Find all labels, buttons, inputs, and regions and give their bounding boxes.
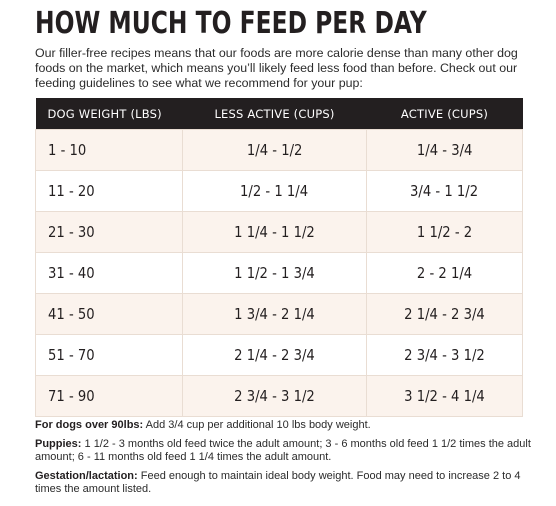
less-active-cell: 2 1/4 - 2 3/4 bbox=[182, 334, 367, 376]
note-gestation: Gestation/lactation: Feed enough to main… bbox=[35, 470, 535, 497]
less-active-value: 2 1/4 - 2 3/4 bbox=[234, 346, 315, 364]
less-active-cell: 1 3/4 - 2 1/4 bbox=[182, 293, 367, 335]
table-row: 21 - 30 1 1/4 - 1 1/2 1 1/2 - 2 bbox=[35, 211, 523, 253]
active-cell: 3 1/2 - 4 1/4 bbox=[366, 375, 523, 417]
less-active-value: 1 1/2 - 1 3/4 bbox=[234, 264, 315, 282]
header-active: ACTIVE (CUPS) bbox=[366, 98, 523, 130]
note-over-90lbs: For dogs over 90lbs: Add 3/4 cup per add… bbox=[35, 419, 535, 433]
weight-cell: 71 - 90 bbox=[35, 375, 183, 417]
table-header-row: DOG WEIGHT (LBS) LESS ACTIVE (CUPS) ACTI… bbox=[35, 98, 523, 130]
weight-cell: 21 - 30 bbox=[35, 211, 183, 253]
weight-value: 31 - 40 bbox=[48, 264, 95, 282]
table-row: 71 - 90 2 3/4 - 3 1/2 3 1/2 - 4 1/4 bbox=[35, 375, 523, 417]
header-less-active: LESS ACTIVE (CUPS) bbox=[182, 98, 367, 130]
active-value: 1 1/2 - 2 bbox=[416, 223, 473, 241]
active-cell: 1/4 - 3/4 bbox=[366, 129, 523, 171]
table-row: 1 - 10 1/4 - 1/2 1/4 - 3/4 bbox=[35, 129, 523, 171]
less-active-cell: 2 3/4 - 3 1/2 bbox=[182, 375, 367, 417]
active-value: 3/4 - 1 1/2 bbox=[410, 182, 479, 200]
active-cell: 2 - 2 1/4 bbox=[366, 252, 523, 294]
active-value: 1/4 - 3/4 bbox=[416, 141, 473, 159]
intro-paragraph: Our filler-free recipes means that our f… bbox=[35, 46, 518, 90]
active-value: 2 - 2 1/4 bbox=[416, 264, 473, 282]
weight-cell: 41 - 50 bbox=[35, 293, 183, 335]
less-active-cell: 1 1/4 - 1 1/2 bbox=[182, 211, 367, 253]
weight-cell: 11 - 20 bbox=[35, 170, 183, 212]
active-cell: 1 1/2 - 2 bbox=[366, 211, 523, 253]
note-puppies: Puppies: 1 1/2 - 3 months old feed twice… bbox=[35, 438, 535, 465]
note-puppies-label: Puppies: bbox=[35, 437, 82, 450]
table-row: 11 - 20 1/2 - 1 1/4 3/4 - 1 1/2 bbox=[35, 170, 523, 212]
note-over-90lbs-text: Add 3/4 cup per additional 10 lbs body w… bbox=[145, 419, 371, 431]
weight-cell: 51 - 70 bbox=[35, 334, 183, 376]
feeding-table: DOG WEIGHT (LBS) LESS ACTIVE (CUPS) ACTI… bbox=[35, 98, 523, 417]
active-cell: 3/4 - 1 1/2 bbox=[366, 170, 523, 212]
less-active-value: 1 3/4 - 2 1/4 bbox=[234, 305, 315, 323]
less-active-value: 1 1/4 - 1 1/2 bbox=[234, 223, 315, 241]
less-active-cell: 1/4 - 1/2 bbox=[182, 129, 367, 171]
active-cell: 2 3/4 - 3 1/2 bbox=[366, 334, 523, 376]
active-value: 3 1/2 - 4 1/4 bbox=[404, 387, 485, 405]
table-row: 31 - 40 1 1/2 - 1 3/4 2 - 2 1/4 bbox=[35, 252, 523, 294]
active-value: 2 3/4 - 3 1/2 bbox=[404, 346, 485, 364]
page-title: HOW MUCH TO FEED PER DAY bbox=[35, 6, 427, 41]
less-active-value: 1/4 - 1/2 bbox=[246, 141, 303, 159]
weight-cell: 31 - 40 bbox=[35, 252, 183, 294]
feeding-notes: For dogs over 90lbs: Add 3/4 cup per add… bbox=[35, 419, 535, 502]
note-gestation-label: Gestation/lactation: bbox=[35, 469, 138, 482]
active-value: 2 1/4 - 2 3/4 bbox=[404, 305, 485, 323]
table-row: 41 - 50 1 3/4 - 2 1/4 2 1/4 - 2 3/4 bbox=[35, 293, 523, 335]
weight-value: 41 - 50 bbox=[48, 305, 95, 323]
weight-value: 11 - 20 bbox=[48, 182, 95, 200]
weight-cell: 1 - 10 bbox=[35, 129, 183, 171]
note-gestation-text: Feed enough to maintain ideal body weigh… bbox=[35, 469, 521, 496]
table-row: 51 - 70 2 1/4 - 2 3/4 2 3/4 - 3 1/2 bbox=[35, 334, 523, 376]
weight-value: 51 - 70 bbox=[48, 346, 95, 364]
active-cell: 2 1/4 - 2 3/4 bbox=[366, 293, 523, 335]
weight-value: 21 - 30 bbox=[48, 223, 95, 241]
note-over-90lbs-label: For dogs over 90lbs: bbox=[35, 419, 144, 431]
weight-value: 71 - 90 bbox=[48, 387, 95, 405]
less-active-value: 1/2 - 1 1/4 bbox=[240, 182, 309, 200]
weight-value: 1 - 10 bbox=[48, 141, 87, 159]
less-active-cell: 1 1/2 - 1 3/4 bbox=[182, 252, 367, 294]
header-dog-weight: DOG WEIGHT (LBS) bbox=[35, 98, 183, 130]
less-active-value: 2 3/4 - 3 1/2 bbox=[234, 387, 315, 405]
less-active-cell: 1/2 - 1 1/4 bbox=[182, 170, 367, 212]
note-puppies-text: 1 1/2 - 3 months old feed twice the adul… bbox=[35, 437, 531, 464]
